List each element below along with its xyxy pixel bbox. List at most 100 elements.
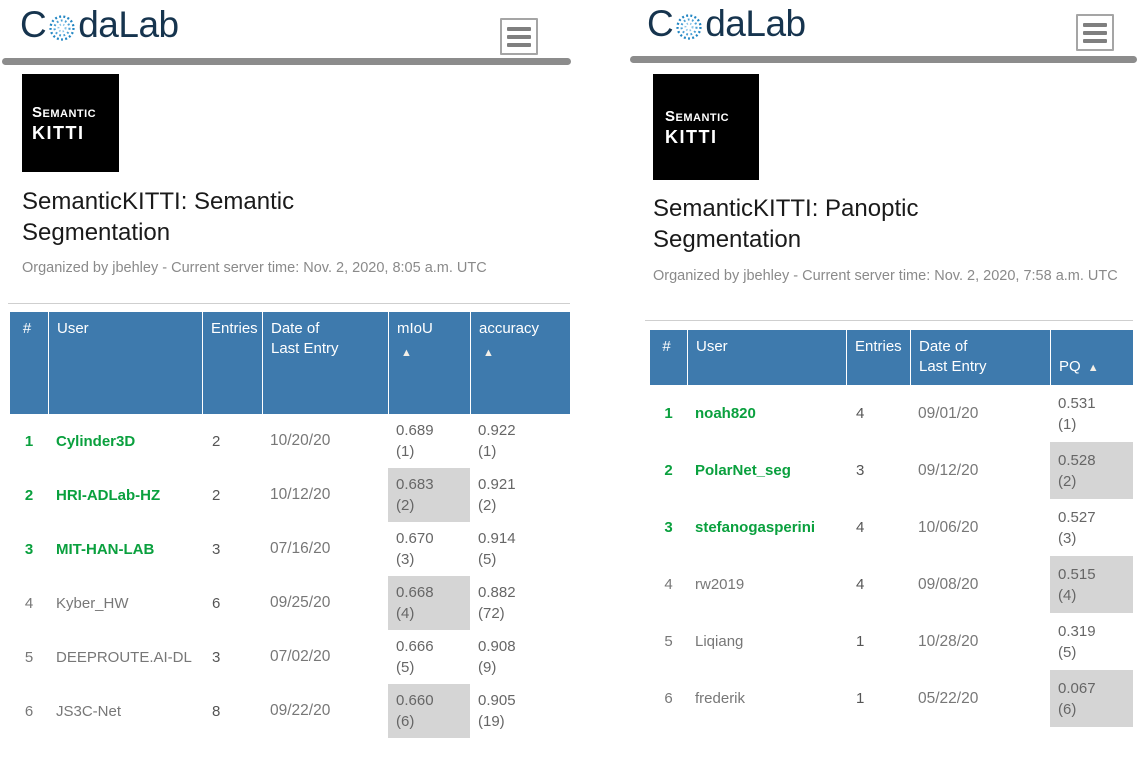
col-header-pq[interactable]: PQ ▲ — [1050, 330, 1133, 385]
table-header: # User Entries Date of Last Entry PQ ▲ — [650, 330, 1133, 385]
entries-cell: 4 — [856, 576, 865, 593]
pq-cell: 0.515 (4) — [1050, 556, 1133, 613]
entries-cell: 3 — [212, 540, 221, 558]
col-header-entries: Entries — [846, 330, 910, 385]
logo-line-semantic: Semantic — [665, 108, 730, 125]
sort-asc-icon: ▲ — [483, 347, 494, 359]
pq-cell: 0.527 (3) — [1058, 508, 1096, 547]
rank-cell: 6 — [24, 702, 34, 720]
col-header-rank: # — [650, 330, 687, 385]
user-cell: rw2019 — [695, 576, 745, 593]
rank-cell: 2 — [664, 462, 673, 479]
user-cell: HRI-ADLab-HZ — [56, 486, 161, 504]
user-cell: DEEPROUTE.AI-DL — [56, 648, 192, 666]
accuracy-cell: 0.914 (5) — [478, 530, 516, 568]
logo-line-kitti: KITTI — [32, 123, 85, 143]
table-body: 1 Cylinder3D 2 10/20/20 0.689 (1) 0.922 (1… — [10, 414, 570, 738]
entries-cell: 1 — [856, 633, 865, 650]
codalab-logo-rest: daLab — [705, 3, 806, 44]
codalab-logo-c: C — [647, 3, 674, 44]
miou-cell: 0.689 (1) — [396, 422, 434, 460]
col-header-rank: # — [10, 312, 48, 414]
miou-cell: 0.666 (5) — [396, 638, 434, 676]
semantic-seg-page: C daLab Semantic KITTI SemanticKITTI: Se… — [2, 4, 571, 738]
panoptic-seg-leaderboard: # User Entries Date of Last Entry PQ ▲ 1 … — [650, 330, 1133, 727]
date-cell: 07/02/20 — [270, 648, 331, 665]
pq-cell: 0.531 (1) — [1058, 394, 1096, 433]
entries-cell: 2 — [212, 432, 221, 450]
logo-line-semantic: Semantic — [32, 104, 97, 121]
miou-cell: 0.683 (2) — [388, 468, 470, 522]
user-cell: noah820 — [695, 405, 756, 422]
rank-cell: 4 — [24, 594, 34, 612]
semantickitti-logo: Semantic KITTI — [653, 74, 759, 180]
date-cell: 10/06/20 — [918, 518, 979, 536]
hamburger-icon — [507, 26, 531, 31]
sort-asc-icon: ▲ — [1087, 362, 1099, 374]
col-header-entries: Entries — [202, 312, 262, 414]
user-cell: JS3C-Net — [56, 702, 122, 720]
rank-cell: 1 — [664, 405, 673, 422]
date-cell: 09/12/20 — [918, 461, 979, 479]
entries-cell: 1 — [856, 690, 865, 707]
page-title: SemanticKITTI: Semantic Segmentation — [22, 188, 295, 246]
hamburger-icon — [1083, 22, 1107, 27]
pq-cell: 0.319 (5) — [1058, 622, 1096, 661]
rank-cell: 1 — [24, 432, 34, 450]
hamburger-menu-button[interactable] — [1076, 14, 1114, 51]
table-header: # User Entries Date of Last Entry mIoU ▲… — [10, 312, 570, 414]
codalab-dotted-o-icon — [49, 15, 75, 41]
user-cell: Kyber_HW — [56, 594, 129, 612]
codalab-logo[interactable]: C daLab — [20, 5, 179, 45]
panoptic-seg-page: C daLab Semantic KITTI SemanticKITTI: Pa… — [572, 0, 1144, 757]
pq-cell: 0.528 (2) — [1050, 442, 1133, 499]
rank-cell: 6 — [664, 690, 673, 707]
user-cell: stefanogasperini — [695, 519, 816, 536]
header-divider — [630, 56, 1137, 63]
entries-cell: 4 — [856, 519, 865, 536]
col-header-date: Date of Last Entry — [910, 330, 1050, 385]
rank-cell: 5 — [664, 633, 673, 650]
organizer-line: Organized by jbehley - Current server ti… — [653, 268, 1118, 284]
date-cell: 05/22/20 — [918, 689, 979, 707]
date-cell: 07/16/20 — [270, 540, 331, 557]
rank-cell: 3 — [664, 519, 673, 536]
semantic-seg-leaderboard: # User Entries Date of Last Entry mIoU ▲… — [10, 312, 570, 738]
logo-line-kitti: KITTI — [665, 127, 718, 147]
date-cell: 10/20/20 — [270, 432, 331, 449]
table-top-rule — [645, 320, 1133, 321]
pq-cell: 0.067 (6) — [1050, 670, 1133, 727]
table-top-rule — [8, 303, 570, 304]
rank-cell: 4 — [664, 576, 673, 593]
col-header-accuracy[interactable]: accuracy ▲ — [470, 312, 570, 414]
entries-cell: 6 — [212, 594, 221, 612]
codalab-logo-c: C — [20, 4, 47, 45]
miou-cell: 0.668 (4) — [388, 576, 470, 630]
date-cell: 09/08/20 — [918, 575, 979, 593]
codalab-logo-rest: daLab — [78, 4, 179, 45]
date-cell: 09/22/20 — [270, 702, 331, 719]
entries-cell: 8 — [212, 702, 221, 720]
header-divider — [2, 58, 571, 65]
date-cell: 10/28/20 — [918, 632, 979, 650]
table-body: 1 noah820 4 09/01/20 0.531 (1) 2 PolarNet… — [650, 385, 1133, 727]
entries-cell: 3 — [856, 462, 865, 479]
sort-asc-icon: ▲ — [401, 347, 412, 359]
entries-cell: 4 — [856, 405, 865, 422]
page-title: SemanticKITTI: Panoptic Segmentation — [653, 195, 919, 253]
accuracy-cell: 0.908 (9) — [478, 638, 516, 676]
accuracy-cell: 0.905 (19) — [478, 692, 516, 730]
semantickitti-logo: Semantic KITTI — [22, 74, 119, 172]
hamburger-menu-button[interactable] — [500, 18, 538, 55]
rank-cell: 3 — [24, 540, 34, 558]
col-header-date: Date of Last Entry — [262, 312, 388, 414]
user-cell: PolarNet_seg — [695, 462, 791, 479]
user-cell: Cylinder3D — [56, 432, 136, 450]
col-header-miou[interactable]: mIoU ▲ — [388, 312, 470, 414]
codalab-logo[interactable]: C daLab — [647, 4, 806, 44]
user-cell: Liqiang — [695, 633, 744, 650]
miou-cell: 0.670 (3) — [396, 530, 434, 568]
miou-cell: 0.660 (6) — [388, 684, 470, 738]
rank-cell: 5 — [24, 648, 34, 666]
